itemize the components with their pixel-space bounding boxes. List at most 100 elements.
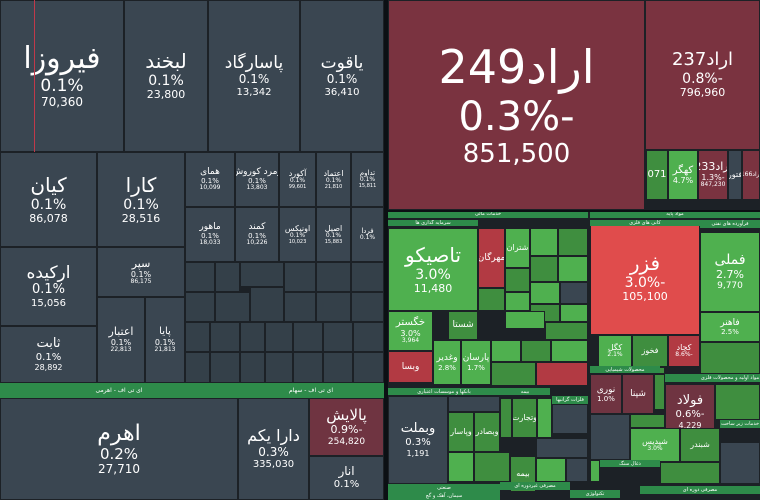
heatmap-cell[interactable] xyxy=(265,352,293,383)
stock-tile[interactable]: کگل 2.1% xyxy=(598,335,632,367)
heatmap-cell[interactable] xyxy=(351,292,384,322)
heatmap-cell[interactable] xyxy=(505,292,530,311)
sector-header[interactable]: ای تی اف - اهرمی xyxy=(0,383,238,398)
heatmap-cell[interactable] xyxy=(474,452,510,482)
heatmap-cell[interactable] xyxy=(700,342,760,374)
stock-tile[interactable]: کیان 0.1% 86,078 xyxy=(0,152,97,247)
sector-header[interactable]: سرمایه گذاری ها xyxy=(388,220,478,226)
stock-tile[interactable]: وبملت 0.3% 1,191 xyxy=(388,396,448,484)
heatmap-cell[interactable] xyxy=(654,374,665,410)
sector-header[interactable]: بیمه xyxy=(500,388,550,395)
heatmap-cell[interactable] xyxy=(552,404,588,434)
heatmap-cell[interactable] xyxy=(630,414,665,428)
heatmap-cell[interactable] xyxy=(530,282,560,304)
stock-tile[interactable]: شتران xyxy=(505,228,530,268)
stock-tile[interactable]: تداوم 0.1% 15,811 xyxy=(351,152,384,207)
heatmap-cell[interactable] xyxy=(284,292,316,322)
heatmap-cell[interactable] xyxy=(566,458,588,482)
heatmap-cell[interactable] xyxy=(240,322,265,352)
stock-tile[interactable]: وغدیر 2.8% xyxy=(433,340,461,385)
stock-tile[interactable]: وتجارت xyxy=(512,398,537,438)
stock-tile[interactable]: فخوز xyxy=(632,335,668,367)
heatmap-cell[interactable] xyxy=(560,282,588,304)
heatmap-cell[interactable] xyxy=(185,352,210,383)
sector-header[interactable]: مصرفی غیردوره ای xyxy=(500,482,570,490)
stock-tile[interactable]: وبصادر xyxy=(474,412,500,452)
heatmap-cell[interactable] xyxy=(250,287,284,322)
stock-tile[interactable]: 071 xyxy=(646,150,668,200)
heatmap-cell[interactable] xyxy=(558,256,588,282)
heatmap-cell[interactable] xyxy=(536,438,588,458)
heatmap-cell[interactable] xyxy=(353,322,384,352)
heatmap-cell[interactable] xyxy=(323,352,353,383)
heatmap-cell[interactable] xyxy=(500,398,512,438)
stock-tile[interactable]: اراد166 xyxy=(742,150,760,200)
heatmap-cell[interactable] xyxy=(590,460,600,482)
stock-tile[interactable]: اراد249 -0.3% 851,500 xyxy=(388,0,645,210)
sector-header[interactable]: تکنولوژی xyxy=(570,490,620,498)
heatmap-cell[interactable] xyxy=(240,352,265,383)
stock-tile[interactable]: مهرگان xyxy=(478,228,505,288)
stock-tile[interactable]: فملی 2.7% 9,770 xyxy=(700,232,760,312)
heatmap-cell[interactable] xyxy=(558,228,588,256)
stock-tile[interactable]: لبخند 0.1% 23,800 xyxy=(124,0,208,152)
heatmap-cell[interactable] xyxy=(240,262,284,287)
heatmap-cell[interactable] xyxy=(545,322,588,340)
sector-header[interactable]: خدمات مالی xyxy=(388,210,588,218)
sector-header[interactable]: مواد پایه xyxy=(590,210,760,218)
heatmap-cell[interactable] xyxy=(185,292,215,322)
stock-tile[interactable]: کچاد -8.6% xyxy=(668,335,700,367)
stock-tile[interactable]: پالایش -0.9% 254,820 xyxy=(309,398,384,456)
heatmap-cell[interactable] xyxy=(551,340,588,362)
heatmap-cell[interactable] xyxy=(316,292,351,322)
stock-tile[interactable]: ماهور 0.1% 18,033 xyxy=(185,207,235,262)
stock-tile[interactable]: شستا xyxy=(448,311,478,340)
stock-tile[interactable]: تاصیکو 3.0% 11,480 xyxy=(388,228,478,311)
heatmap-cell[interactable] xyxy=(536,362,588,386)
heatmap-cell[interactable] xyxy=(478,288,505,311)
stock-tile[interactable]: اراد237 -0.8% 796,960 xyxy=(645,0,760,150)
heatmap-cell[interactable] xyxy=(293,352,323,383)
heatmap-cell[interactable] xyxy=(284,262,316,292)
heatmap-cell[interactable] xyxy=(521,340,551,362)
stock-tile[interactable]: انار 0.1% xyxy=(309,456,384,500)
stock-tile[interactable]: فردا 0.1% xyxy=(351,207,384,262)
heatmap-cell[interactable] xyxy=(560,304,588,322)
stock-tile[interactable]: اعتماد 0.1% 21,810 xyxy=(316,152,351,207)
stock-tile[interactable]: خگستر 3.0% 3,964 xyxy=(388,311,433,351)
heatmap-cell[interactable] xyxy=(491,340,521,362)
stock-tile[interactable]: کارا 0.1% 28,516 xyxy=(97,152,185,247)
sector-header[interactable]: ذغال سنگ xyxy=(600,460,660,467)
sector-header[interactable]: خدمات زیر ساخت xyxy=(720,420,760,428)
stock-tile[interactable]: اصیل 0.1% 15,883 xyxy=(316,207,351,262)
stock-tile[interactable]: پارسان 1.7% xyxy=(461,340,491,385)
heatmap-cell[interactable] xyxy=(720,442,760,484)
sector-header[interactable]: محصولات شیمیایی xyxy=(590,366,660,373)
stock-tile[interactable]: اهرم 0.2% 27,710 xyxy=(0,398,238,500)
stock-tile[interactable]: اعتبار 0.1% 22,813 xyxy=(97,297,145,383)
stock-tile[interactable]: سپر 0.1% 86,175 xyxy=(97,247,185,297)
stock-tile[interactable]: کهگر 4.7% xyxy=(668,150,698,200)
heatmap-cell[interactable] xyxy=(537,398,552,438)
heatmap-cell[interactable] xyxy=(293,322,323,352)
heatmap-cell[interactable] xyxy=(323,322,353,352)
stock-tile[interactable]: وبسا xyxy=(388,351,433,383)
heatmap-cell[interactable] xyxy=(215,292,250,322)
heatmap-cell[interactable] xyxy=(505,268,530,292)
stock-tile[interactable]: دارا یکم 0.3% 335,030 xyxy=(238,398,309,500)
heatmap-cell[interactable] xyxy=(590,414,630,460)
stock-tile[interactable]: ارکیده 0.1% 15,056 xyxy=(0,247,97,326)
heatmap-cell[interactable] xyxy=(715,384,760,420)
heatmap-cell[interactable] xyxy=(660,462,720,484)
stock-tile[interactable]: اونیکس 0.1% 10,023 xyxy=(279,207,316,262)
stock-tile[interactable]: شپدیس 3.0% xyxy=(630,428,680,462)
stock-tile[interactable]: شبندر xyxy=(680,428,720,462)
stock-tile[interactable]: ثابت 0.1% 28,892 xyxy=(0,326,97,383)
sector-header[interactable]: ای تی اف - سهام xyxy=(238,383,384,398)
stock-tile[interactable]: نوری 1.0% xyxy=(590,374,622,414)
stock-tile[interactable]: وپاسار xyxy=(448,412,474,452)
stock-tile[interactable]: فاهنر 2.5% xyxy=(700,312,760,342)
stock-tile[interactable]: پاسارگاد 0.1% 13,342 xyxy=(208,0,300,152)
sector-header[interactable]: مواد اولیه و محصولات فلزی xyxy=(700,374,760,382)
